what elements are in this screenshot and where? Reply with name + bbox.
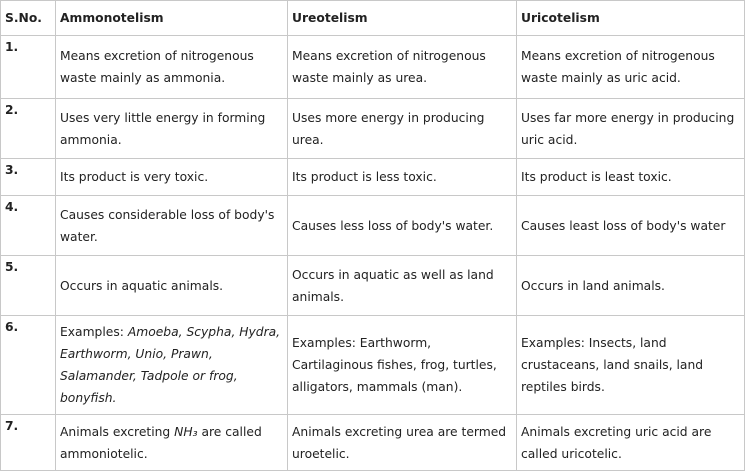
cell: Means excretion of nitrogenous waste mai…: [516, 35, 745, 99]
table-body: 1. Means excretion of nitrogenous waste m…: [0, 35, 745, 471]
cell: Occurs in land animals.: [516, 255, 745, 316]
cell: Examples: Insects, land crustaceans, lan…: [516, 315, 745, 415]
cell: Uses far more energy in producing uric a…: [516, 98, 745, 159]
cell: Its product is less toxic.: [287, 158, 517, 196]
cell: Means excretion of nitrogenous waste mai…: [287, 35, 517, 99]
cell: Causes less loss of body's water.: [287, 195, 517, 256]
header-cell: Uricotelism: [516, 0, 745, 36]
table-row: 7. Animals excreting NH₃ are called ammon…: [0, 414, 745, 471]
cell: Animals excreting urea are termed uroete…: [287, 414, 517, 471]
cell: Causes least loss of body's water: [516, 195, 745, 256]
row-number: 5.: [0, 255, 56, 316]
row-number: 1.: [0, 35, 56, 99]
cell: Occurs in aquatic as well as land animal…: [287, 255, 517, 316]
row-number: 7.: [0, 414, 56, 471]
cell: Uses more energy in producing urea.: [287, 98, 517, 159]
cell: Animals excreting uric acid are called u…: [516, 414, 745, 471]
row-number: 6.: [0, 315, 56, 415]
cell: Its product is least toxic.: [516, 158, 745, 196]
header-cell: Ureotelism: [287, 0, 517, 36]
cell: Examples: Amoeba, Scypha, Hydra, Earthwo…: [55, 315, 288, 415]
cell: Examples: Earthworm, Cartilaginous fishe…: [287, 315, 517, 415]
table-row: 2. Uses very little energy in forming amm…: [0, 98, 745, 159]
cell: Animals excreting NH₃ are called ammonio…: [55, 414, 288, 471]
table-row: 3. Its product is very toxic. Its product …: [0, 158, 745, 196]
cell: Causes considerable loss of body's water…: [55, 195, 288, 256]
cell-text: Animals excreting: [60, 424, 171, 439]
cell: Occurs in aquatic animals.: [55, 255, 288, 316]
table-row: 6. Examples: Amoeba, Scypha, Hydra, Earth…: [0, 315, 745, 415]
header-row: S.No. Ammonotelism Ureotelism Uricotelism: [0, 0, 745, 36]
row-number: 3.: [0, 158, 56, 196]
cell: Means excretion of nitrogenous waste mai…: [55, 35, 288, 99]
table-row: 1. Means excretion of nitrogenous waste m…: [0, 35, 745, 99]
header-cell: S.No.: [0, 0, 56, 36]
cell: Its product is very toxic.: [55, 158, 288, 196]
formula: NH₃: [174, 424, 198, 439]
cell-text: Examples:: [60, 325, 124, 339]
table-row: 5. Occurs in aquatic animals. Occurs in aq…: [0, 255, 745, 316]
cell: Uses very little energy in forming ammon…: [55, 98, 288, 159]
row-number: 4.: [0, 195, 56, 256]
row-number: 2.: [0, 98, 56, 159]
header-cell: Ammonotelism: [55, 0, 288, 36]
cell-text: Amoeba, Scypha, Hydra, Earthworm, Unio, …: [60, 325, 281, 405]
table-row: 4. Causes considerable loss of body's wat…: [0, 195, 745, 256]
